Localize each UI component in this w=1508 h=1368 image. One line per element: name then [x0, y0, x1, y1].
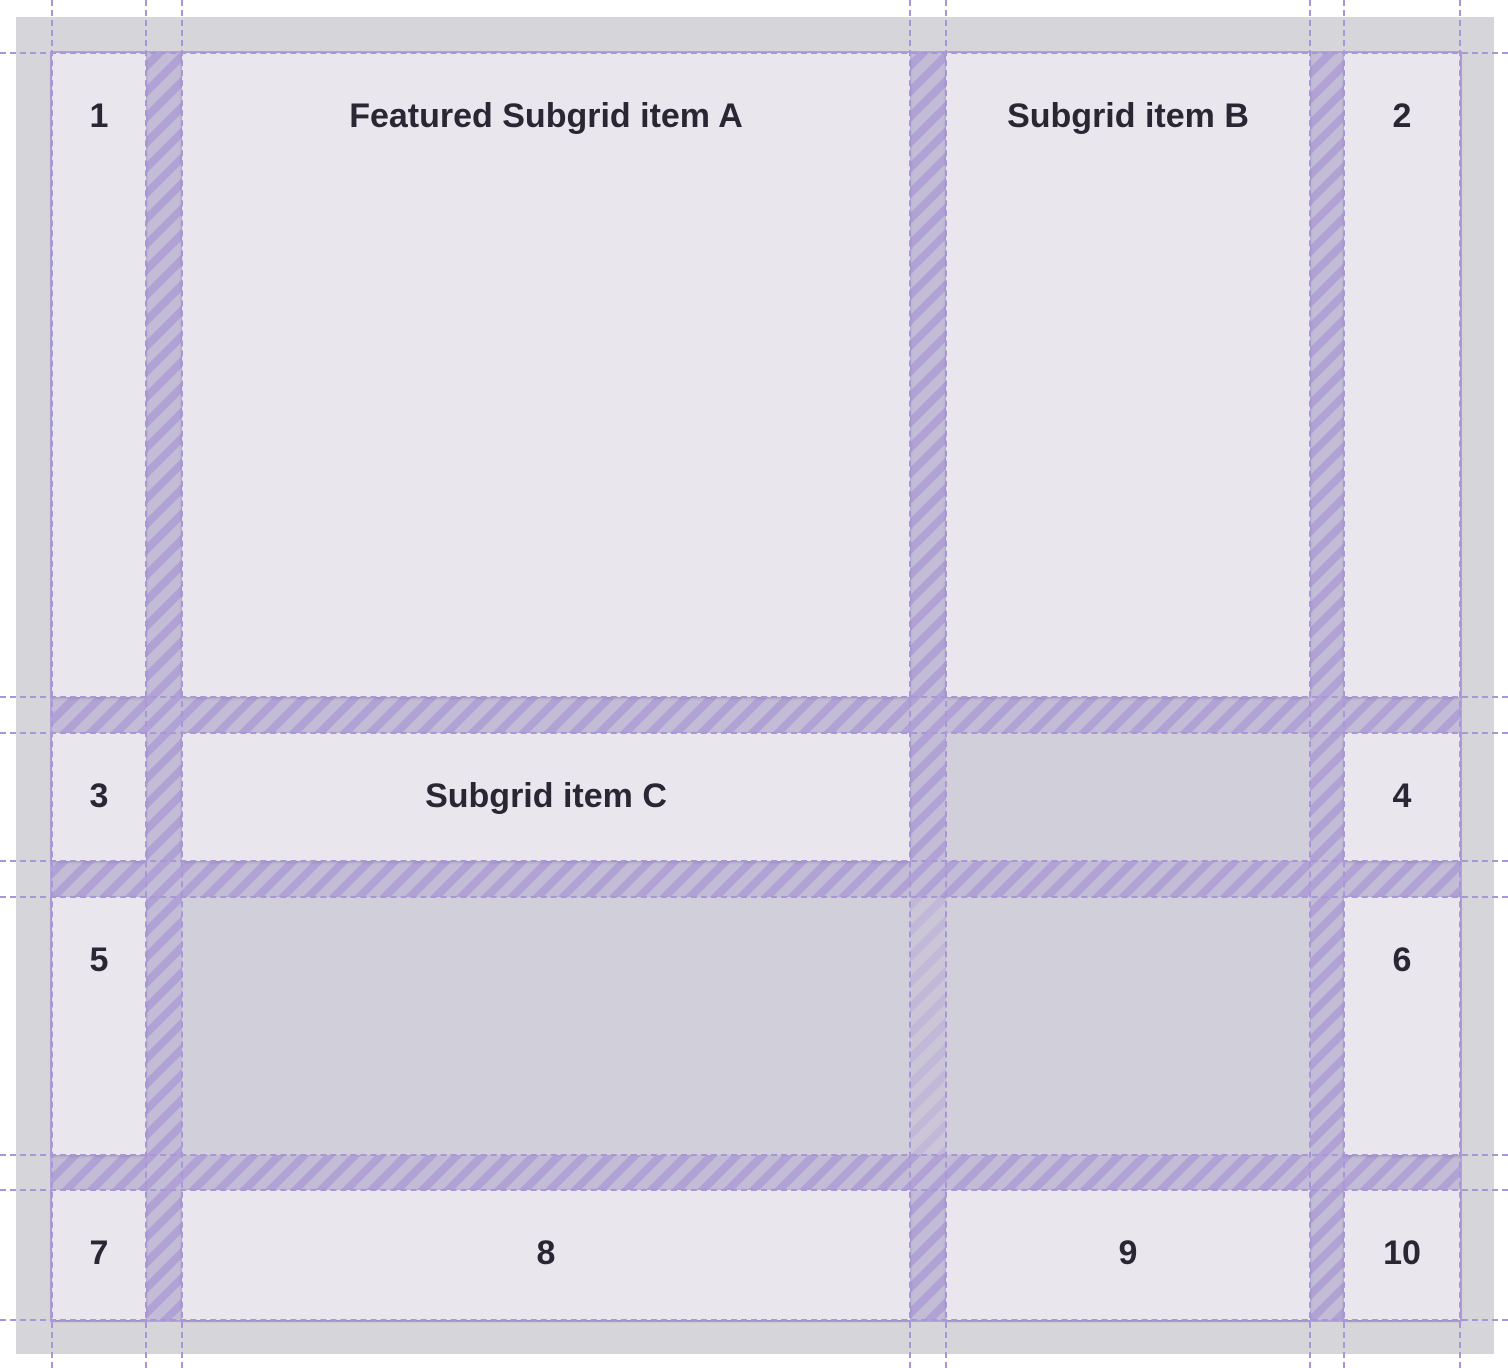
item-label: 2 — [1392, 97, 1412, 135]
grid-line-vertical — [145, 0, 147, 1368]
empty-cell — [182, 897, 910, 1155]
grid-line-vertical — [51, 0, 53, 1368]
grid-line-vertical — [909, 0, 911, 1368]
grid-line-horizontal — [0, 896, 1508, 898]
grid-item-5: 5 — [52, 897, 146, 1155]
grid-item-2: 2 — [1344, 53, 1460, 697]
item-label: 1 — [89, 97, 109, 135]
item-label: Subgrid item B — [1007, 97, 1249, 135]
empty-cell — [946, 733, 1310, 861]
grid-line-horizontal — [0, 696, 1508, 698]
subgrid-item-c: Subgrid item C — [182, 733, 910, 861]
item-label: 4 — [1392, 777, 1412, 815]
empty-cell — [946, 897, 1310, 1155]
grid-line-vertical — [1459, 0, 1461, 1368]
item-label: Featured Subgrid item A — [349, 97, 743, 135]
grid-item-1: 1 — [52, 53, 146, 697]
grid-line-horizontal — [0, 52, 1508, 54]
item-label: 7 — [89, 1234, 109, 1272]
subgrid-item-a: Featured Subgrid item A — [182, 53, 910, 697]
item-label: 10 — [1383, 1234, 1421, 1272]
grid-item-7: 7 — [52, 1190, 146, 1320]
grid-line-horizontal — [0, 1154, 1508, 1156]
empty-cell — [910, 897, 946, 1155]
item-label: 5 — [89, 941, 109, 979]
grid-item-4: 4 — [1344, 733, 1460, 861]
item-label: 3 — [89, 777, 109, 815]
subgrid-item-b: Subgrid item B — [946, 53, 1310, 697]
item-label: Subgrid item C — [425, 777, 667, 815]
grid-item-6: 6 — [1344, 897, 1460, 1155]
item-label: 9 — [1118, 1234, 1138, 1272]
grid-line-vertical — [181, 0, 183, 1368]
grid-item-10: 10 — [1344, 1190, 1460, 1320]
grid-item-8: 8 — [182, 1190, 910, 1320]
grid-item-9: 9 — [946, 1190, 1310, 1320]
grid-item-3: 3 — [52, 733, 146, 861]
grid-line-vertical — [1343, 0, 1345, 1368]
grid-line-horizontal — [0, 1189, 1508, 1191]
grid-line-horizontal — [0, 1319, 1508, 1321]
grid-line-horizontal — [0, 860, 1508, 862]
grid-line-vertical — [945, 0, 947, 1368]
grid-line-vertical — [1309, 0, 1311, 1368]
grid-line-horizontal — [0, 732, 1508, 734]
item-label: 8 — [536, 1234, 556, 1272]
item-label: 6 — [1392, 941, 1412, 979]
